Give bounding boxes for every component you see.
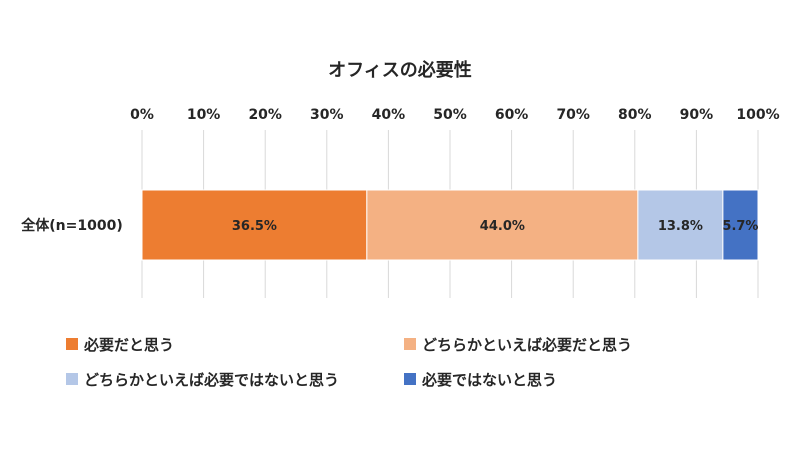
legend-swatch <box>404 373 416 385</box>
legend-label: 必要ではないと思う <box>421 371 557 389</box>
x-axis-tick-labels: 0% 10% 20% 30% 40% 50% 60% 70% 80% 90% 100% <box>130 107 780 123</box>
x-tick-label: 80% <box>618 107 652 123</box>
x-tick-label: 30% <box>310 107 344 123</box>
legend-swatch <box>66 373 78 385</box>
bar-segment <box>637 189 724 261</box>
y-axis-category-labels: 全体(n=1000) <box>20 217 122 234</box>
legend-label: どちらかといえば必要ではないと思う <box>84 371 339 389</box>
x-tick-label: 40% <box>372 107 406 123</box>
chart-title: オフィスの必要性 <box>328 59 472 81</box>
legend-label: 必要だと思う <box>83 336 174 354</box>
bar-segment <box>366 189 639 261</box>
bar-segment <box>141 189 368 261</box>
legend-swatch <box>404 338 416 350</box>
bar-segment <box>722 189 759 261</box>
x-tick-label: 90% <box>680 107 714 123</box>
data-label: 5.7% <box>722 219 758 234</box>
x-tick-label: 10% <box>187 107 221 123</box>
data-labels: 36.5% 44.0% 13.8% 5.7% <box>232 219 759 234</box>
data-label: 36.5% <box>232 219 277 234</box>
x-tick-label: 50% <box>433 107 467 123</box>
data-label: 13.8% <box>658 219 703 234</box>
x-tick-label: 100% <box>736 107 779 123</box>
legend-swatch <box>66 338 78 350</box>
legend-label: どちらかといえば必要だと思う <box>422 336 632 354</box>
x-tick-label: 70% <box>556 107 590 123</box>
data-label: 44.0% <box>480 219 525 234</box>
bar-segments <box>141 189 759 261</box>
x-tick-label: 20% <box>248 107 282 123</box>
x-tick-label: 0% <box>130 107 154 123</box>
x-tick-label: 60% <box>495 107 529 123</box>
category-label: 全体(n=1000) <box>20 217 122 234</box>
